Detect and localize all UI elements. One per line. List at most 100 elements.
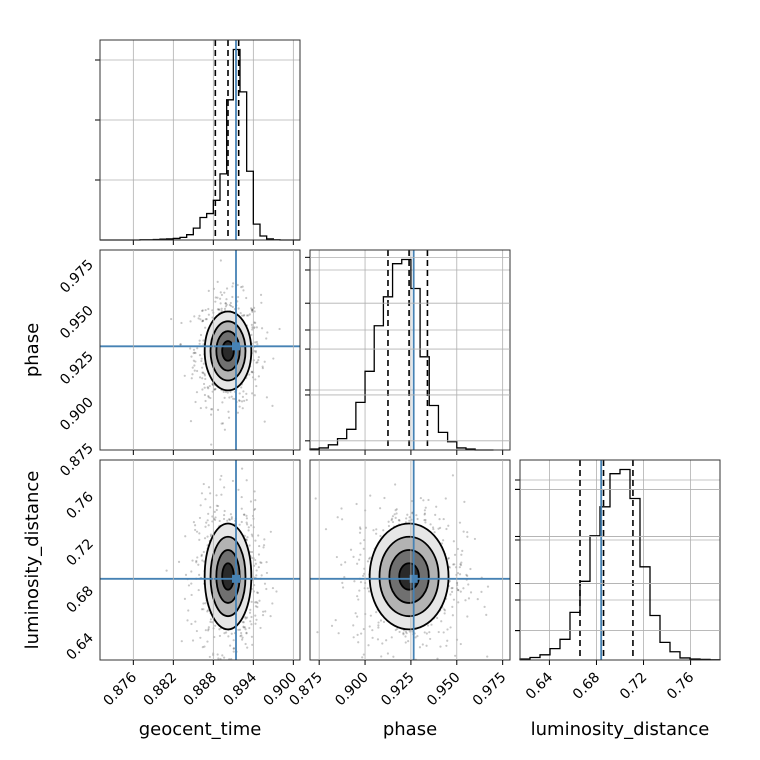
panel-luminosity-distance-vs-phase-sample <box>423 512 427 515</box>
panel-luminosity-distance-vs-phase-sample <box>446 628 449 631</box>
panel-phase-vs-geocent-time-sample <box>205 406 208 409</box>
panel-luminosity-distance-vs-geocent-time-sample <box>275 590 278 593</box>
panel-luminosity-distance-vs-phase-sample <box>337 632 340 635</box>
panel-luminosity-distance-vs-geocent-time-sample <box>209 506 212 509</box>
panel-luminosity-distance-vs-geocent-time-sample <box>243 626 247 629</box>
panel-phase-vs-geocent-time-sample <box>241 285 244 288</box>
panel-luminosity-distance-vs-phase-sample <box>451 474 455 477</box>
panel-phase-vs-geocent-time-sample <box>207 396 210 399</box>
panel-luminosity-distance-vs-geocent-time-sample <box>254 539 257 542</box>
panel-luminosity-distance-vs-geocent-time-sample <box>248 626 251 630</box>
panel-luminosity-distance-vs-geocent-time-sample <box>241 621 244 624</box>
ytick-label-phase-0: 0.875 <box>57 440 97 480</box>
panel-phase-vs-geocent-time-sample <box>241 407 244 410</box>
panel-phase-vs-geocent-time-sample <box>251 328 254 331</box>
panel-luminosity-distance-vs-geocent-time-frame <box>99 459 301 661</box>
panel-luminosity-distance-vs-phase-sample <box>451 605 454 608</box>
panel-luminosity-distance-vs-geocent-time-sample <box>247 526 250 529</box>
panel-luminosity-distance-vs-phase-sample <box>375 528 378 531</box>
panel-luminosity-distance-vs-geocent-time-sample <box>245 514 248 517</box>
panel-luminosity-distance-vs-geocent-time-sample <box>250 615 253 619</box>
xtick-label-phase-4: 0.975 <box>470 670 510 710</box>
panel-phase-vs-geocent-time-sample <box>179 343 182 346</box>
panel-luminosity-distance-vs-phase-sample <box>396 627 399 631</box>
panel-luminosity-distance-vs-phase-sample <box>406 513 409 516</box>
panel-phase-vs-geocent-time-frame <box>99 249 301 451</box>
panel-luminosity-distance-vs-geocent-time-sample <box>213 635 216 639</box>
panel-phase-vs-geocent-time <box>99 249 301 463</box>
panel-phase-vs-geocent-time-sample <box>191 373 194 376</box>
panel-luminosity-distance-vs-geocent-time-sample <box>209 620 212 623</box>
panel-phase-vs-geocent-time-sample <box>201 388 204 391</box>
panel-luminosity-distance-vs-phase-sample <box>359 553 362 556</box>
panel-luminosity-distance-vs-phase-sample <box>356 562 359 565</box>
panel-luminosity-distance-vs-geocent-time-sample <box>194 528 197 532</box>
panel-phase-vs-geocent-time-sample <box>204 326 207 329</box>
panel-luminosity-distance-vs-phase-sample <box>451 586 454 590</box>
panel-phase-vs-geocent-time-sample <box>223 307 227 310</box>
panel-luminosity-distance-vs-phase-sample <box>436 616 439 620</box>
panel-phase-vs-geocent-time-sample <box>224 390 227 393</box>
panel-luminosity-distance-vs-phase-sample <box>314 497 317 500</box>
panel-phase-vs-geocent-time-sample <box>225 298 228 301</box>
panel-luminosity-distance-vs-phase-sample <box>480 590 483 593</box>
panel-luminosity-distance-vs-geocent-time-sample <box>199 504 202 507</box>
panel-phase-vs-geocent-time-sample <box>256 361 259 364</box>
panel-luminosity-distance-vs-geocent-time-sample <box>249 524 253 527</box>
panel-phase-vs-geocent-time-sample <box>210 408 213 411</box>
panel-phase-vs-geocent-time-sample <box>170 317 173 321</box>
panel-luminosity-distance-vs-geocent-time-sample <box>223 486 226 489</box>
panel-luminosity-distance-vs-geocent-time-sample <box>242 626 245 629</box>
panel-luminosity-distance-vs-phase-sample <box>451 614 454 617</box>
panel-phase-vs-geocent-time-sample <box>219 297 222 300</box>
panel-luminosity-distance-vs-phase-sample <box>366 664 368 666</box>
panel-luminosity-distance-vs-geocent-time-sample <box>207 629 210 632</box>
panel-luminosity-distance-vs-phase-sample <box>360 632 363 635</box>
panel-luminosity-distance-vs-geocent-time-sample <box>211 515 214 518</box>
panel-luminosity-distance-vs-phase-sample <box>448 566 451 569</box>
panel-luminosity-distance-vs-geocent-time-sample <box>206 535 209 538</box>
panel-phase-vs-geocent-time-sample <box>202 371 205 374</box>
panel-luminosity-distance-vs-geocent-time-sample <box>209 492 212 495</box>
panel-luminosity-distance-vs-geocent-time-sample <box>232 647 236 650</box>
panel-phase-vs-geocent-time-sample <box>265 396 268 399</box>
panel-phase-vs-geocent-time-sample <box>194 360 197 363</box>
panel-luminosity-distance-vs-phase-sample <box>385 639 388 642</box>
panel-phase-vs-geocent-time-sample <box>250 309 254 312</box>
panel-luminosity-distance-vs-geocent-time-sample <box>191 559 194 562</box>
panel-phase-vs-geocent-time-sample <box>240 400 244 403</box>
panel-luminosity-distance-vs-phase-sample <box>457 601 460 604</box>
panel-luminosity-distance-vs-phase-sample <box>424 521 427 524</box>
panel-luminosity-distance-vs-geocent-time-sample <box>269 615 272 618</box>
panel-luminosity-distance-vs-phase-sample <box>423 513 426 516</box>
panel-luminosity-distance-vs-phase-sample <box>369 614 372 617</box>
panel-luminosity-distance-vs-geocent-time-sample <box>217 657 220 660</box>
panel-phase-vs-geocent-time-sample <box>250 370 254 373</box>
panel-luminosity-distance-vs-phase-sample <box>391 515 395 518</box>
panel-luminosity-distance-vs-geocent-time-sample <box>228 518 231 521</box>
panel-luminosity-distance-vs-phase-sample <box>459 563 462 566</box>
panel-luminosity-distance-vs-geocent-time-sample <box>229 513 233 516</box>
panel-luminosity-distance-vs-geocent-time-sample <box>201 646 204 649</box>
panel-phase-vs-geocent-time-sample <box>242 390 245 393</box>
panel-phase-vs-geocent-time-sample <box>263 360 266 363</box>
panel-phase-vs-geocent-time-sample <box>204 318 207 321</box>
panel-phase-vs-geocent-time-sample <box>203 386 206 389</box>
panel-phase-vs-geocent-time-sample <box>245 314 249 317</box>
panel-luminosity-distance-vs-phase-sample <box>460 553 463 556</box>
panel-phase-vs-geocent-time-sample <box>236 411 240 414</box>
panel-luminosity-distance-vs-geocent-time-sample <box>200 554 203 558</box>
panel-luminosity-distance-vs-phase-sample <box>335 555 338 559</box>
panel-luminosity-distance-vs-phase-sample <box>383 496 386 500</box>
panel-luminosity-distance-vs-geocent-time-sample <box>211 621 214 624</box>
panel-luminosity-distance-vs-geocent-time-sample <box>248 611 252 614</box>
xtick-label-luminosity-distance-2: 0.72 <box>617 670 650 703</box>
panel-luminosity-distance-vs-phase-sample <box>442 517 445 521</box>
panel-luminosity-distance-vs-phase-sample <box>466 535 469 538</box>
panel-luminosity-distance-vs-geocent-time-sample <box>200 492 204 495</box>
panel-luminosity-distance-vs-phase-sample <box>402 632 405 635</box>
panel-phase-vs-geocent-time-sample <box>243 399 246 402</box>
panel-luminosity-distance-vs-geocent-time-sample <box>231 479 235 483</box>
panel-phase-vs-geocent-time-sample <box>218 461 220 463</box>
